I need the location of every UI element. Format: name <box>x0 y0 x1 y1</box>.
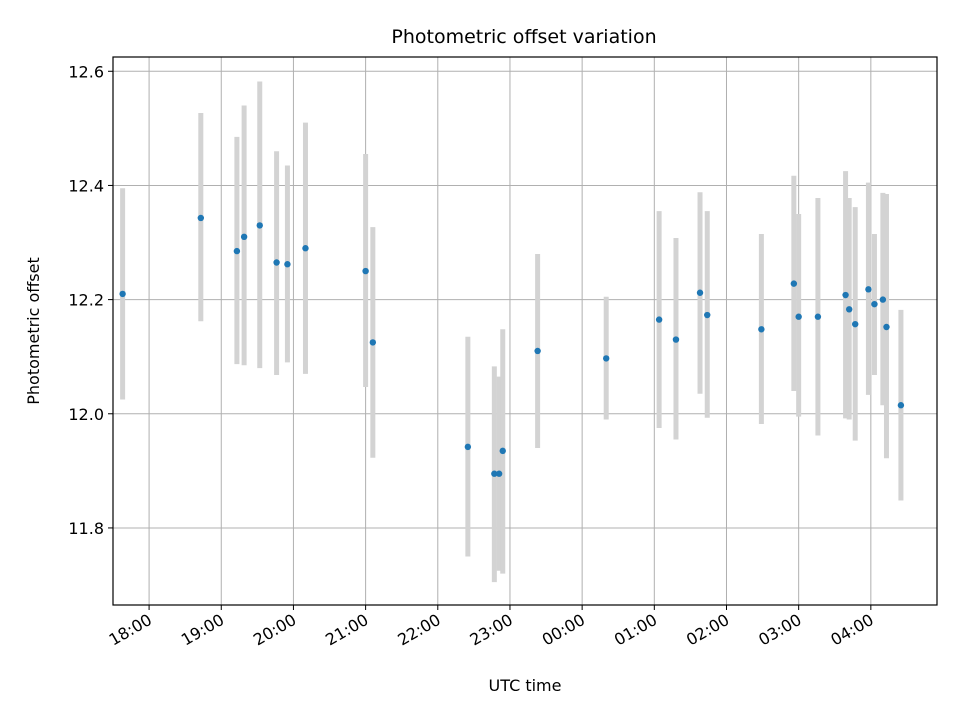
data-point <box>369 339 377 346</box>
data-point <box>790 280 798 287</box>
data-point <box>842 291 849 299</box>
y-tick-label: 12.6 <box>68 62 104 81</box>
data-point <box>704 311 711 319</box>
y-tick-label: 12.0 <box>68 405 104 424</box>
data-point <box>696 289 704 296</box>
y-tick-label: 11.8 <box>68 519 104 538</box>
data-point <box>852 320 859 328</box>
data-point <box>284 261 291 268</box>
data-point <box>464 443 472 451</box>
x-axis-label: UTC time <box>489 676 562 695</box>
data-point <box>871 300 878 308</box>
data-point <box>758 326 765 333</box>
data-point <box>795 313 802 320</box>
data-point <box>534 347 541 355</box>
plot-frame <box>112 56 938 606</box>
data-point <box>273 259 280 266</box>
data-point <box>655 316 663 323</box>
data-point <box>897 402 905 409</box>
data-point <box>845 306 853 313</box>
data-point <box>883 323 890 331</box>
data-point <box>256 222 263 229</box>
data-point <box>495 470 503 477</box>
y-tick-label: 12.4 <box>68 176 104 195</box>
data-point <box>865 286 872 293</box>
data-point <box>362 267 369 275</box>
chart-title: Photometric offset variation <box>391 26 656 48</box>
data-point <box>119 290 126 298</box>
data-points <box>119 214 905 477</box>
data-point <box>499 447 506 455</box>
y-axis-label: Photometric offset <box>24 257 43 405</box>
data-point <box>233 247 241 255</box>
data-point <box>672 336 680 343</box>
data-point <box>491 470 498 477</box>
data-point <box>302 245 309 252</box>
data-point <box>814 313 822 320</box>
data-point <box>240 233 248 241</box>
data-point <box>197 214 205 222</box>
y-tick-label: 12.2 <box>68 291 104 310</box>
y-axis: 11.8 12.0 12.2 12.4 12.6 <box>68 62 113 538</box>
data-point <box>602 355 610 362</box>
data-point <box>879 296 887 303</box>
